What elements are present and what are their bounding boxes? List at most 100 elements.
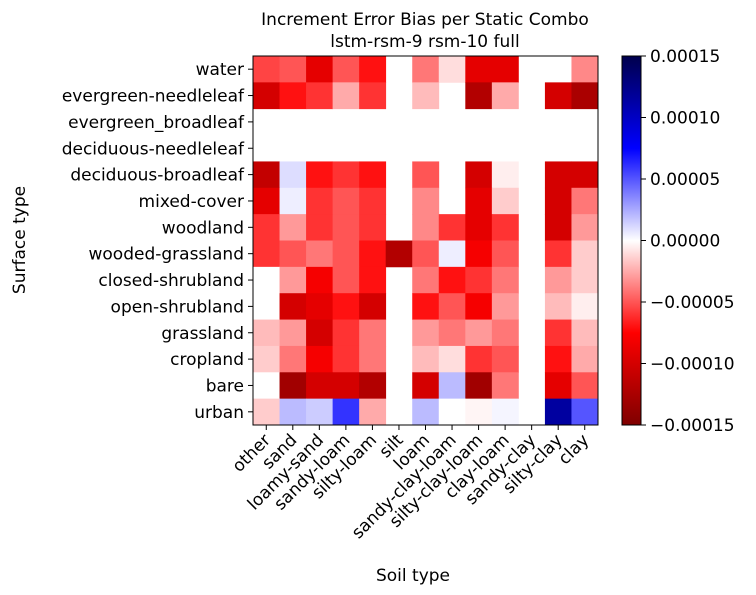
heatmap-cell [279,372,307,400]
heatmap-cell [412,82,440,110]
heatmap-cell [332,82,360,110]
heatmap-cell [571,240,599,268]
heatmap-cell [544,214,572,241]
heatmap-cell [412,398,440,426]
heatmap-cell [306,240,334,268]
heatmap-cell [253,345,280,373]
heatmap-cell [332,345,360,373]
y-axis-label: Surface type [10,186,30,294]
chart-title: Increment Error Bias per Static Combo [261,10,589,30]
heatmap-cell [491,56,519,83]
heatmap-cell [491,319,519,347]
y-tick-label: open-shrubland [111,297,244,317]
heatmap-cell [465,345,493,373]
y-tick-label: cropland [170,350,244,370]
heatmap-cell [359,214,387,241]
heatmap-cell [544,187,572,215]
heatmap-cell [544,161,572,189]
heatmap-cell [438,214,466,241]
colorbar-tick-label: 0.00000 [650,232,720,252]
heatmap-cell [279,266,307,294]
heatmap-cell [279,319,307,347]
heatmap-cell [385,240,413,268]
heatmap-cell [359,319,387,347]
heatmap-cell [412,240,440,268]
y-tick-label: closed-shrubland [98,271,244,291]
heatmap-cell [465,161,493,189]
heatmap-cell [332,161,360,189]
heatmap-cell [412,187,440,215]
heatmap-cell [491,214,519,241]
heatmap-cell [306,345,334,373]
heatmap-cell [491,398,519,426]
heatmap-cell [544,398,572,426]
heatmap-cell [491,240,519,268]
heatmap-cell [279,293,307,320]
heatmap-cell [465,398,493,426]
heatmap-cell [412,345,440,373]
heatmap-cell [306,266,334,294]
y-tick-label: water [196,60,244,80]
heatmap-cells [253,56,599,426]
heatmap-cell [465,240,493,268]
heatmap-cell [359,187,387,215]
heatmap-cell [306,319,334,347]
heatmap-cell [544,345,572,373]
heatmap-cell [332,56,360,83]
heatmap-cell [571,187,599,215]
colorbar-tick-label: 0.00015 [650,47,720,67]
heatmap-cell [253,187,280,215]
heatmap-cell [253,214,280,241]
colorbar-tick-label: −0.00010 [650,355,735,375]
heatmap-cell [465,372,493,400]
heatmap-cell [359,266,387,294]
y-tick-label: evergreen_broadleaf [68,113,245,133]
heatmap-cell [253,161,280,189]
heatmap-cell [544,266,572,294]
heatmap-cell [438,240,466,268]
heatmap-cell [332,187,360,215]
heatmap-cell [491,266,519,294]
heatmap-cell [465,293,493,320]
x-axis-label: Soil type [376,566,450,586]
heatmap-cell [279,214,307,241]
colorbar-tick-label: −0.00015 [650,416,735,436]
heatmap-cell [359,161,387,189]
heatmap-cell [571,266,599,294]
heatmap-cell [438,319,466,347]
heatmap-cell [332,398,360,426]
heatmap-cell [491,372,519,400]
heatmap-cell [279,82,307,110]
heatmap-cell [465,187,493,215]
heatmap-cell [491,293,519,320]
heatmap-cell [306,398,334,426]
heatmap-cell [279,161,307,189]
y-tick-label: wooded-grassland [89,245,245,265]
heatmap-cell [359,372,387,400]
heatmap-cell [571,214,599,241]
heatmap-cell [279,240,307,268]
heatmap-cell [544,319,572,347]
heatmap-cell [279,187,307,215]
colorbar-tick-label: −0.00005 [650,293,735,313]
heatmap-cell [491,187,519,215]
heatmap-cell [465,56,493,83]
heatmap-cell [544,372,572,400]
heatmap-cell [438,345,466,373]
colorbar [621,55,642,426]
heatmap-cell [359,240,387,268]
heatmap-cell [253,319,280,347]
heatmap-cell [306,187,334,215]
heatmap-cell [571,161,599,189]
heatmap-cell [332,372,360,400]
heatmap-cell [438,293,466,320]
x-tick-label: clay [555,430,594,469]
heatmap-cell [465,214,493,241]
heatmap-cell [306,82,334,110]
heatmap-cell [438,372,466,400]
heatmap-cell [544,240,572,268]
heatmap-cell [571,56,599,83]
heatmap-cell [332,319,360,347]
heatmap-cell [544,82,572,110]
y-axis-ticks: water evergreen-needleleaf evergreen_broad… [62,60,253,423]
